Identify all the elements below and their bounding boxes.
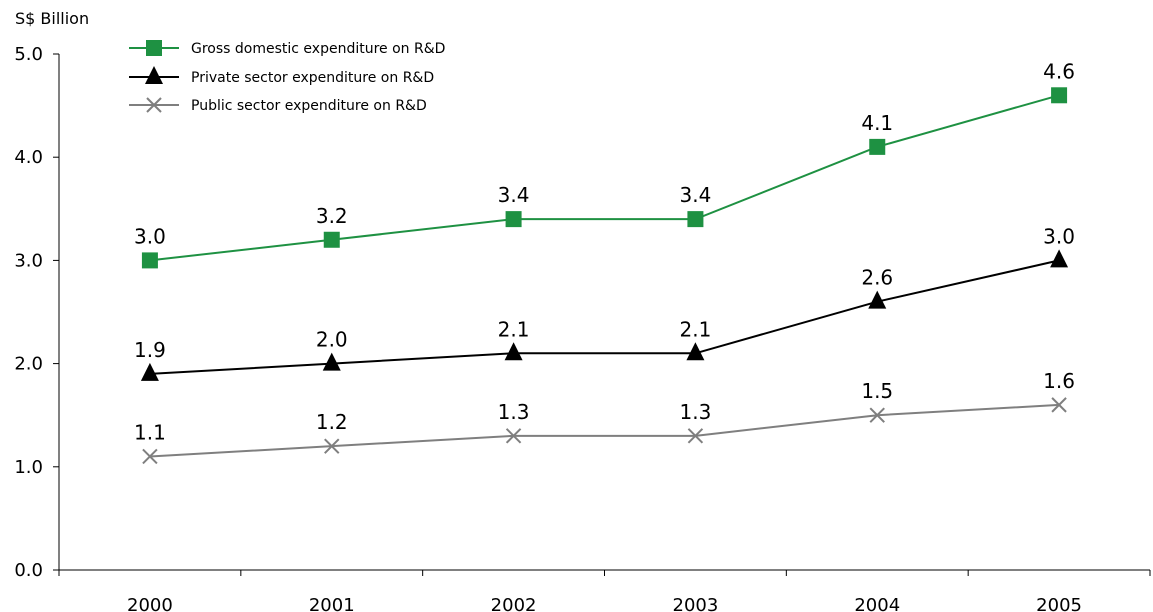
data-label: 2.1 [680, 317, 712, 341]
data-label: 2.0 [316, 328, 348, 352]
data-point [687, 428, 704, 444]
legend-marker [145, 66, 163, 84]
data-point [141, 252, 158, 269]
x-marker-stroke [142, 448, 158, 465]
x-marker-stroke [869, 407, 885, 423]
data-point [1051, 397, 1067, 413]
data-point [505, 428, 522, 444]
data-point [686, 342, 705, 361]
x-marker-stroke [146, 97, 162, 113]
x-marker-stroke [505, 428, 522, 444]
legend-item: Public sector expenditure on R&D [129, 97, 427, 114]
data-point [505, 211, 522, 228]
data-label: 2.6 [861, 266, 893, 290]
legend-marker [146, 97, 162, 113]
x-tick-label: 2003 [673, 595, 719, 612]
series-line [149, 259, 1060, 375]
x-marker-stroke [324, 438, 340, 454]
y-tick-label: 4.0 [14, 147, 43, 168]
data-point [869, 407, 885, 423]
data-point [323, 231, 340, 248]
series-line [149, 403, 1060, 458]
legend-label: Gross domestic expenditure on R&D [191, 41, 445, 57]
y-tick-label: 0.0 [14, 560, 43, 581]
y-tick-label: 5.0 [14, 44, 43, 65]
data-label: 1.1 [134, 420, 166, 444]
data-point [140, 362, 159, 381]
y-tick-label: 1.0 [14, 457, 43, 478]
x-tick-label: 2001 [309, 595, 355, 612]
x-tick-label: 2002 [491, 595, 537, 612]
data-point [1050, 249, 1069, 268]
legend-label: Public sector expenditure on R&D [191, 98, 427, 114]
data-label: 1.6 [1043, 369, 1075, 393]
data-label: 1.9 [134, 338, 166, 362]
data-label: 3.4 [680, 183, 712, 207]
data-label: 3.0 [134, 224, 166, 248]
legend-item: Private sector expenditure on R&D [129, 66, 434, 86]
data-label: 3.2 [316, 204, 348, 228]
data-point [687, 211, 704, 228]
y-tick-label: 3.0 [14, 250, 43, 271]
data-label: 1.3 [498, 400, 530, 424]
legend-marker [146, 40, 162, 56]
data-label: 1.2 [316, 410, 348, 434]
data-label: 2.1 [498, 317, 530, 341]
x-tick-label: 2005 [1036, 595, 1082, 612]
y-tick-label: 2.0 [14, 354, 43, 375]
series-line [149, 94, 1060, 262]
data-label: 3.0 [1043, 224, 1075, 248]
data-label: 3.4 [498, 183, 530, 207]
data-point [322, 352, 341, 371]
data-point [869, 138, 886, 155]
data-point [324, 438, 340, 454]
data-point [504, 342, 523, 361]
legend: Gross domestic expenditure on R&D Private… [129, 40, 445, 114]
series-1: 3.0 3.2 3.4 3.4 4.1 4.6 [134, 59, 1075, 269]
x-tick-label: 2004 [854, 595, 900, 612]
x-marker-stroke [1051, 397, 1067, 413]
data-label: 4.6 [1043, 59, 1075, 83]
data-point [868, 290, 887, 309]
series-layer: 3.03.23.4 3.44.14.61.9 2.0 2.1 2.12.63.01.1 1… [134, 59, 1075, 465]
data-point [1051, 87, 1068, 104]
data-point [142, 448, 158, 465]
legend-label: Private sector expenditure on R&D [191, 70, 434, 86]
x-marker-stroke [687, 428, 704, 444]
data-label: 1.5 [861, 379, 893, 403]
data-label: 4.1 [861, 111, 893, 135]
x-tick-label: 2000 [127, 595, 173, 612]
axes: 0.0 1.0 2.0 3.0 4.0 5.0 2000 2001 2002 2003 2004 20… [14, 44, 1151, 612]
legend-item: Gross domestic expenditure on R&D [129, 40, 445, 57]
data-label: 1.3 [680, 400, 712, 424]
series-2: 1.9 2.0 2.1 2.1 2.6 3.0 [134, 224, 1075, 381]
y-axis-unit-label: S$ Billion [15, 9, 89, 28]
series-3: 1.1 1.2 1.3 1.3 1.5 1.6 [134, 369, 1075, 465]
